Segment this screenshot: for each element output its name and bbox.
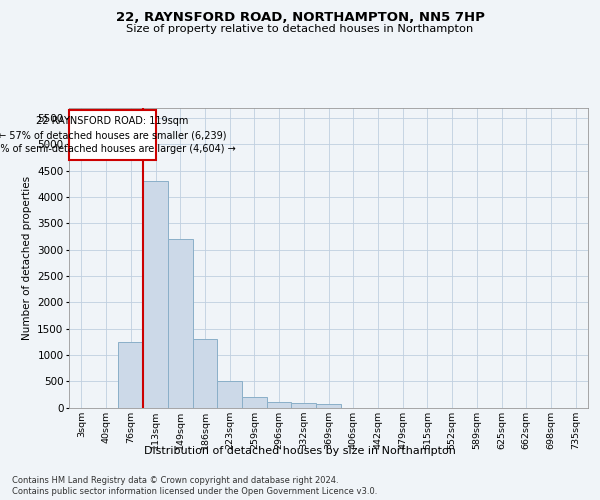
- Bar: [168, 239, 193, 408]
- Text: 22 RAYNSFORD ROAD: 119sqm
← 57% of detached houses are smaller (6,239)
42% of se: 22 RAYNSFORD ROAD: 119sqm ← 57% of detac…: [0, 116, 236, 154]
- Bar: [217, 381, 242, 407]
- Text: Contains public sector information licensed under the Open Government Licence v3: Contains public sector information licen…: [12, 488, 377, 496]
- Bar: [143, 181, 168, 408]
- Bar: [242, 397, 267, 407]
- Bar: [69, 110, 155, 160]
- Bar: [118, 342, 143, 407]
- Text: Contains HM Land Registry data © Crown copyright and database right 2024.: Contains HM Land Registry data © Crown c…: [12, 476, 338, 485]
- Bar: [193, 339, 217, 407]
- Text: Distribution of detached houses by size in Northampton: Distribution of detached houses by size …: [144, 446, 456, 456]
- Text: Size of property relative to detached houses in Northampton: Size of property relative to detached ho…: [127, 24, 473, 34]
- Y-axis label: Number of detached properties: Number of detached properties: [22, 176, 32, 340]
- Bar: [292, 404, 316, 407]
- Text: 22, RAYNSFORD ROAD, NORTHAMPTON, NN5 7HP: 22, RAYNSFORD ROAD, NORTHAMPTON, NN5 7HP: [116, 11, 484, 24]
- Bar: [267, 402, 292, 407]
- Bar: [316, 404, 341, 407]
